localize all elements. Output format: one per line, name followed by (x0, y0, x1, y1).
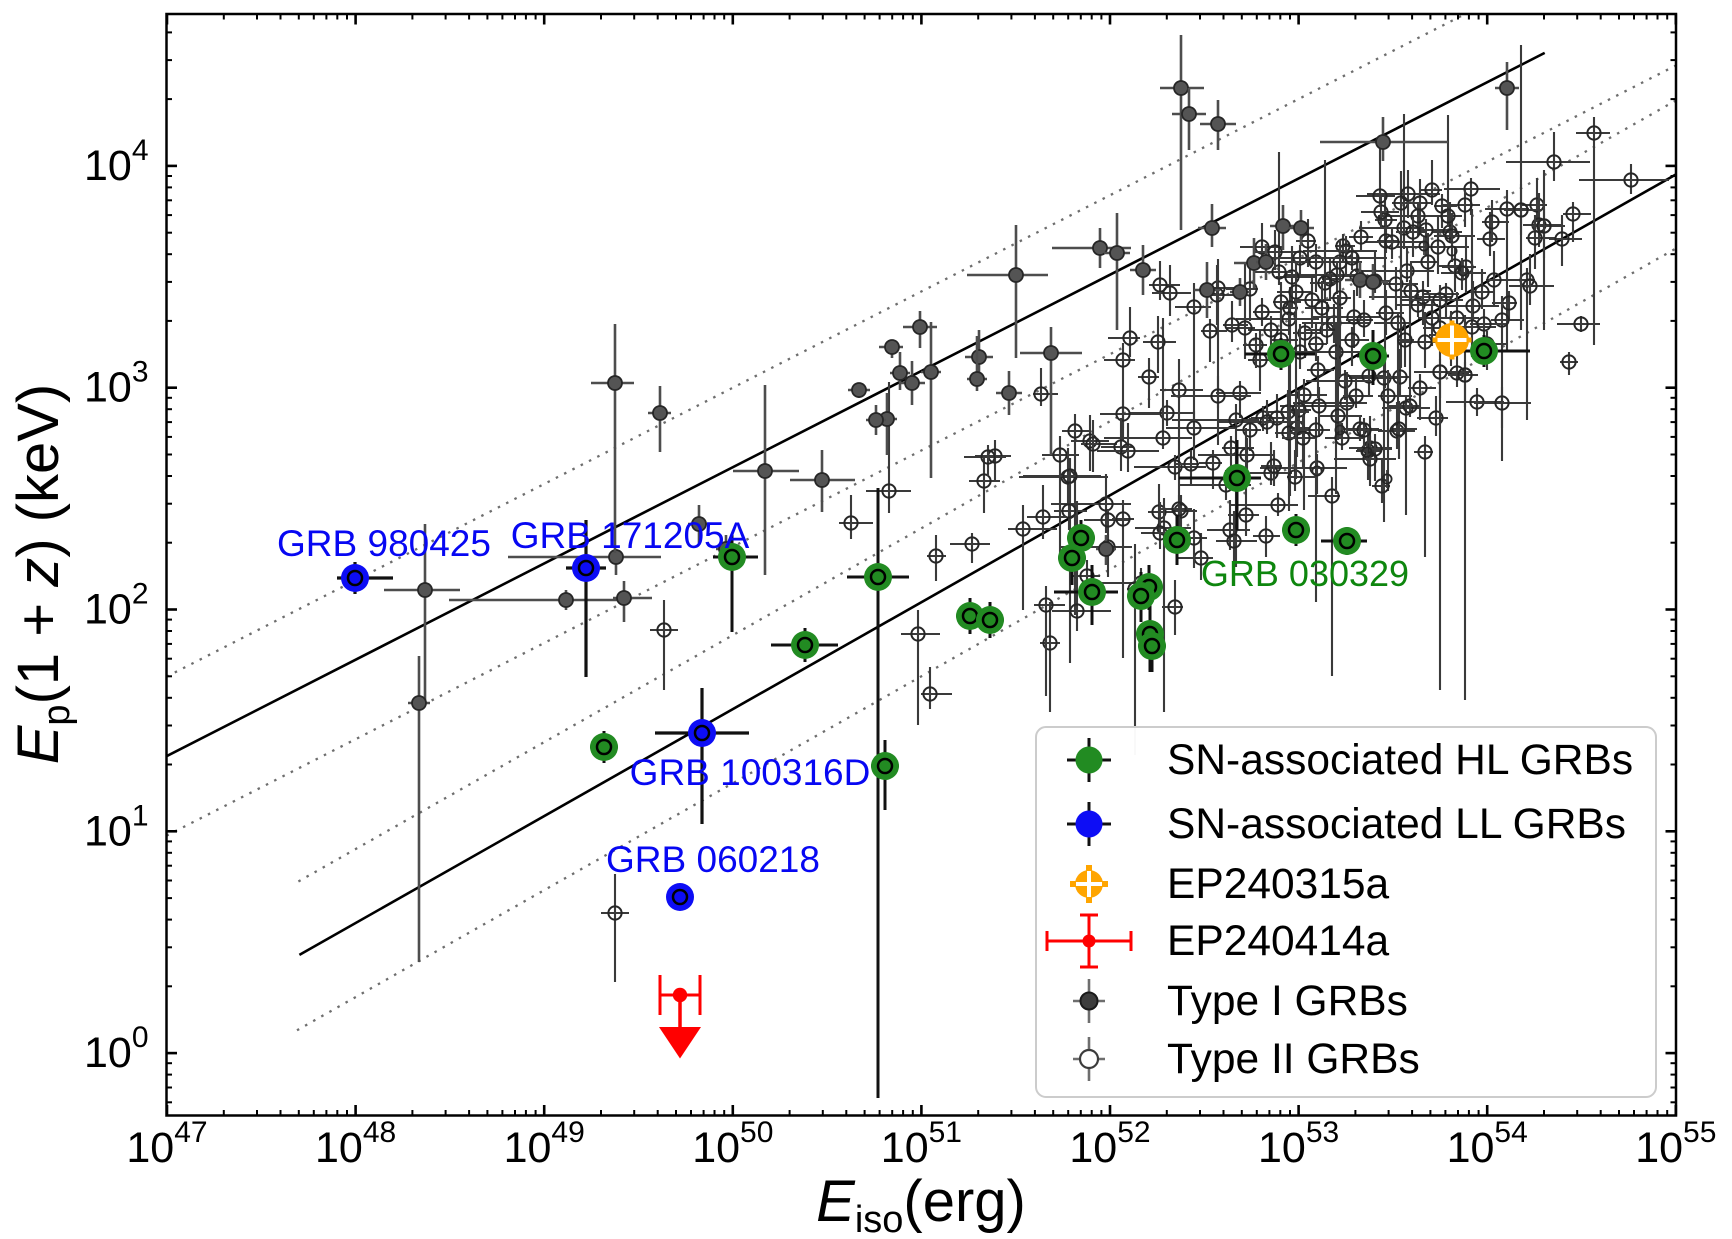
svg-text:1055: 1055 (1635, 1116, 1716, 1172)
svg-text:SN-associated LL GRBs: SN-associated LL GRBs (1167, 801, 1626, 848)
svg-text:SN-associated HL GRBs: SN-associated HL GRBs (1167, 737, 1633, 784)
svg-text:GRB 060218: GRB 060218 (606, 839, 820, 880)
svg-text:Type II GRBs: Type II GRBs (1167, 1036, 1420, 1083)
svg-text:GRB 100316D: GRB 100316D (630, 752, 871, 793)
svg-text:GRB 030329: GRB 030329 (1201, 553, 1409, 594)
svg-text:GRB 980425: GRB 980425 (277, 523, 491, 564)
svg-text:Eiso(erg): Eiso(erg) (816, 1169, 1026, 1234)
svg-text:EP240414a: EP240414a (1167, 918, 1390, 965)
svg-text:1050: 1050 (692, 1116, 773, 1172)
svg-text:EP240315a: EP240315a (1167, 861, 1390, 908)
svg-text:GRB 171205A: GRB 171205A (511, 515, 750, 556)
svg-text:Ep(1 + z) (keV): Ep(1 + z) (keV) (6, 384, 78, 765)
svg-text:1047: 1047 (126, 1116, 207, 1172)
svg-text:Type I GRBs: Type I GRBs (1167, 978, 1408, 1025)
